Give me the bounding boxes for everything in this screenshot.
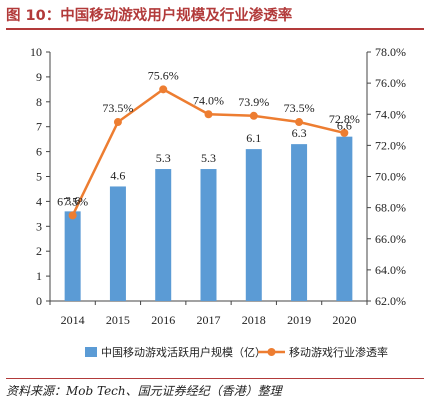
line-value-label: 67.5%: [57, 194, 88, 208]
left-tick-label: 3: [36, 219, 42, 233]
left-tick-label: 5: [36, 170, 42, 184]
bar-value-label: 3.6: [65, 193, 80, 207]
line-point: [340, 128, 349, 137]
bar: [155, 169, 172, 301]
x-tick-label: 2014: [61, 313, 85, 327]
left-tick-label: 4: [36, 194, 42, 208]
bar: [291, 144, 308, 301]
line-value-label: 75.6%: [148, 68, 179, 82]
x-tick-label: 2016: [151, 313, 175, 327]
bar: [200, 169, 217, 301]
right-tick-label: 66.0%: [375, 232, 406, 246]
bar-value-label: 4.6: [110, 168, 125, 182]
bar-value-label: 6.3: [292, 126, 307, 140]
chart-title: 图 10：中国移动游戏用户规模及行业渗透率: [6, 8, 293, 24]
x-tick-label: 2020: [332, 313, 356, 327]
bar-value-label: 5.3: [201, 151, 216, 165]
right-tick-label: 74.0%: [375, 107, 406, 121]
line-point: [249, 111, 258, 120]
legend-bar-label: 中国移动游戏活跃用户规模（亿）: [101, 345, 266, 359]
left-tick-label: 6: [36, 145, 42, 159]
bar-value-label: 5.3: [156, 151, 171, 165]
right-tick-label: 70.0%: [375, 170, 406, 184]
x-tick-label: 2015: [106, 313, 130, 327]
right-tick-label: 76.0%: [375, 76, 406, 90]
axes: 0 1 2 3 4 5 6 7 8 9 10 62.0% 64.0% 66.0% 68.0% 70.0% 72.…: [30, 45, 406, 327]
legend-line-label: 移动游戏行业渗透率: [289, 345, 388, 359]
right-tick-label: 62.0%: [375, 294, 406, 308]
line-value-label: 73.5%: [102, 101, 133, 115]
line-point: [204, 110, 213, 119]
bar-value-label: 6.1: [246, 131, 261, 145]
left-tick-label: 0: [36, 294, 42, 308]
line-value-label: 73.9%: [238, 95, 269, 109]
line-value-label: 73.5%: [284, 101, 315, 115]
left-tick-label: 9: [36, 70, 42, 84]
bar-series: [64, 136, 353, 301]
left-tick-label: 10: [30, 45, 42, 59]
bar: [245, 149, 262, 301]
bar: [64, 211, 81, 301]
line-point: [68, 211, 77, 220]
line-value-label: 74.0%: [193, 93, 224, 107]
source-divider: [6, 378, 424, 379]
line-point: [295, 118, 304, 127]
line-point: [113, 118, 122, 127]
left-tick-label: 2: [36, 244, 42, 258]
bar: [109, 186, 126, 301]
line-point: [159, 85, 168, 94]
left-tick-label: 8: [36, 95, 42, 109]
source-note: 资料来源：Mob Tech、国元证券经纪（香港）整理: [6, 384, 282, 398]
right-tick-label: 64.0%: [375, 263, 406, 277]
data-labels: 3.6 4.6 5.3 5.3 6.1 6.3 6.6 67.5% 73.5% 75.6% 74.0…: [57, 68, 360, 208]
bar: [336, 136, 353, 301]
right-tick-label: 78.0%: [375, 45, 406, 59]
left-tick-label: 7: [36, 120, 42, 134]
right-tick-label: 68.0%: [375, 201, 406, 215]
line-value-label: 72.8%: [329, 112, 360, 126]
x-tick-label: 2017: [197, 313, 221, 327]
legend-line-marker: [267, 348, 276, 356]
legend-bar-swatch: [85, 347, 97, 357]
left-tick-label: 1: [36, 269, 42, 283]
right-tick-label: 72.0%: [375, 138, 406, 152]
x-tick-label: 2018: [242, 313, 266, 327]
title-divider: [6, 28, 424, 30]
line-series: [68, 85, 349, 220]
x-tick-label: 2019: [287, 313, 311, 327]
legend: 中国移动游戏活跃用户规模（亿） 移动游戏行业渗透率: [85, 345, 388, 359]
bar-value-label: 6.6: [337, 119, 352, 133]
